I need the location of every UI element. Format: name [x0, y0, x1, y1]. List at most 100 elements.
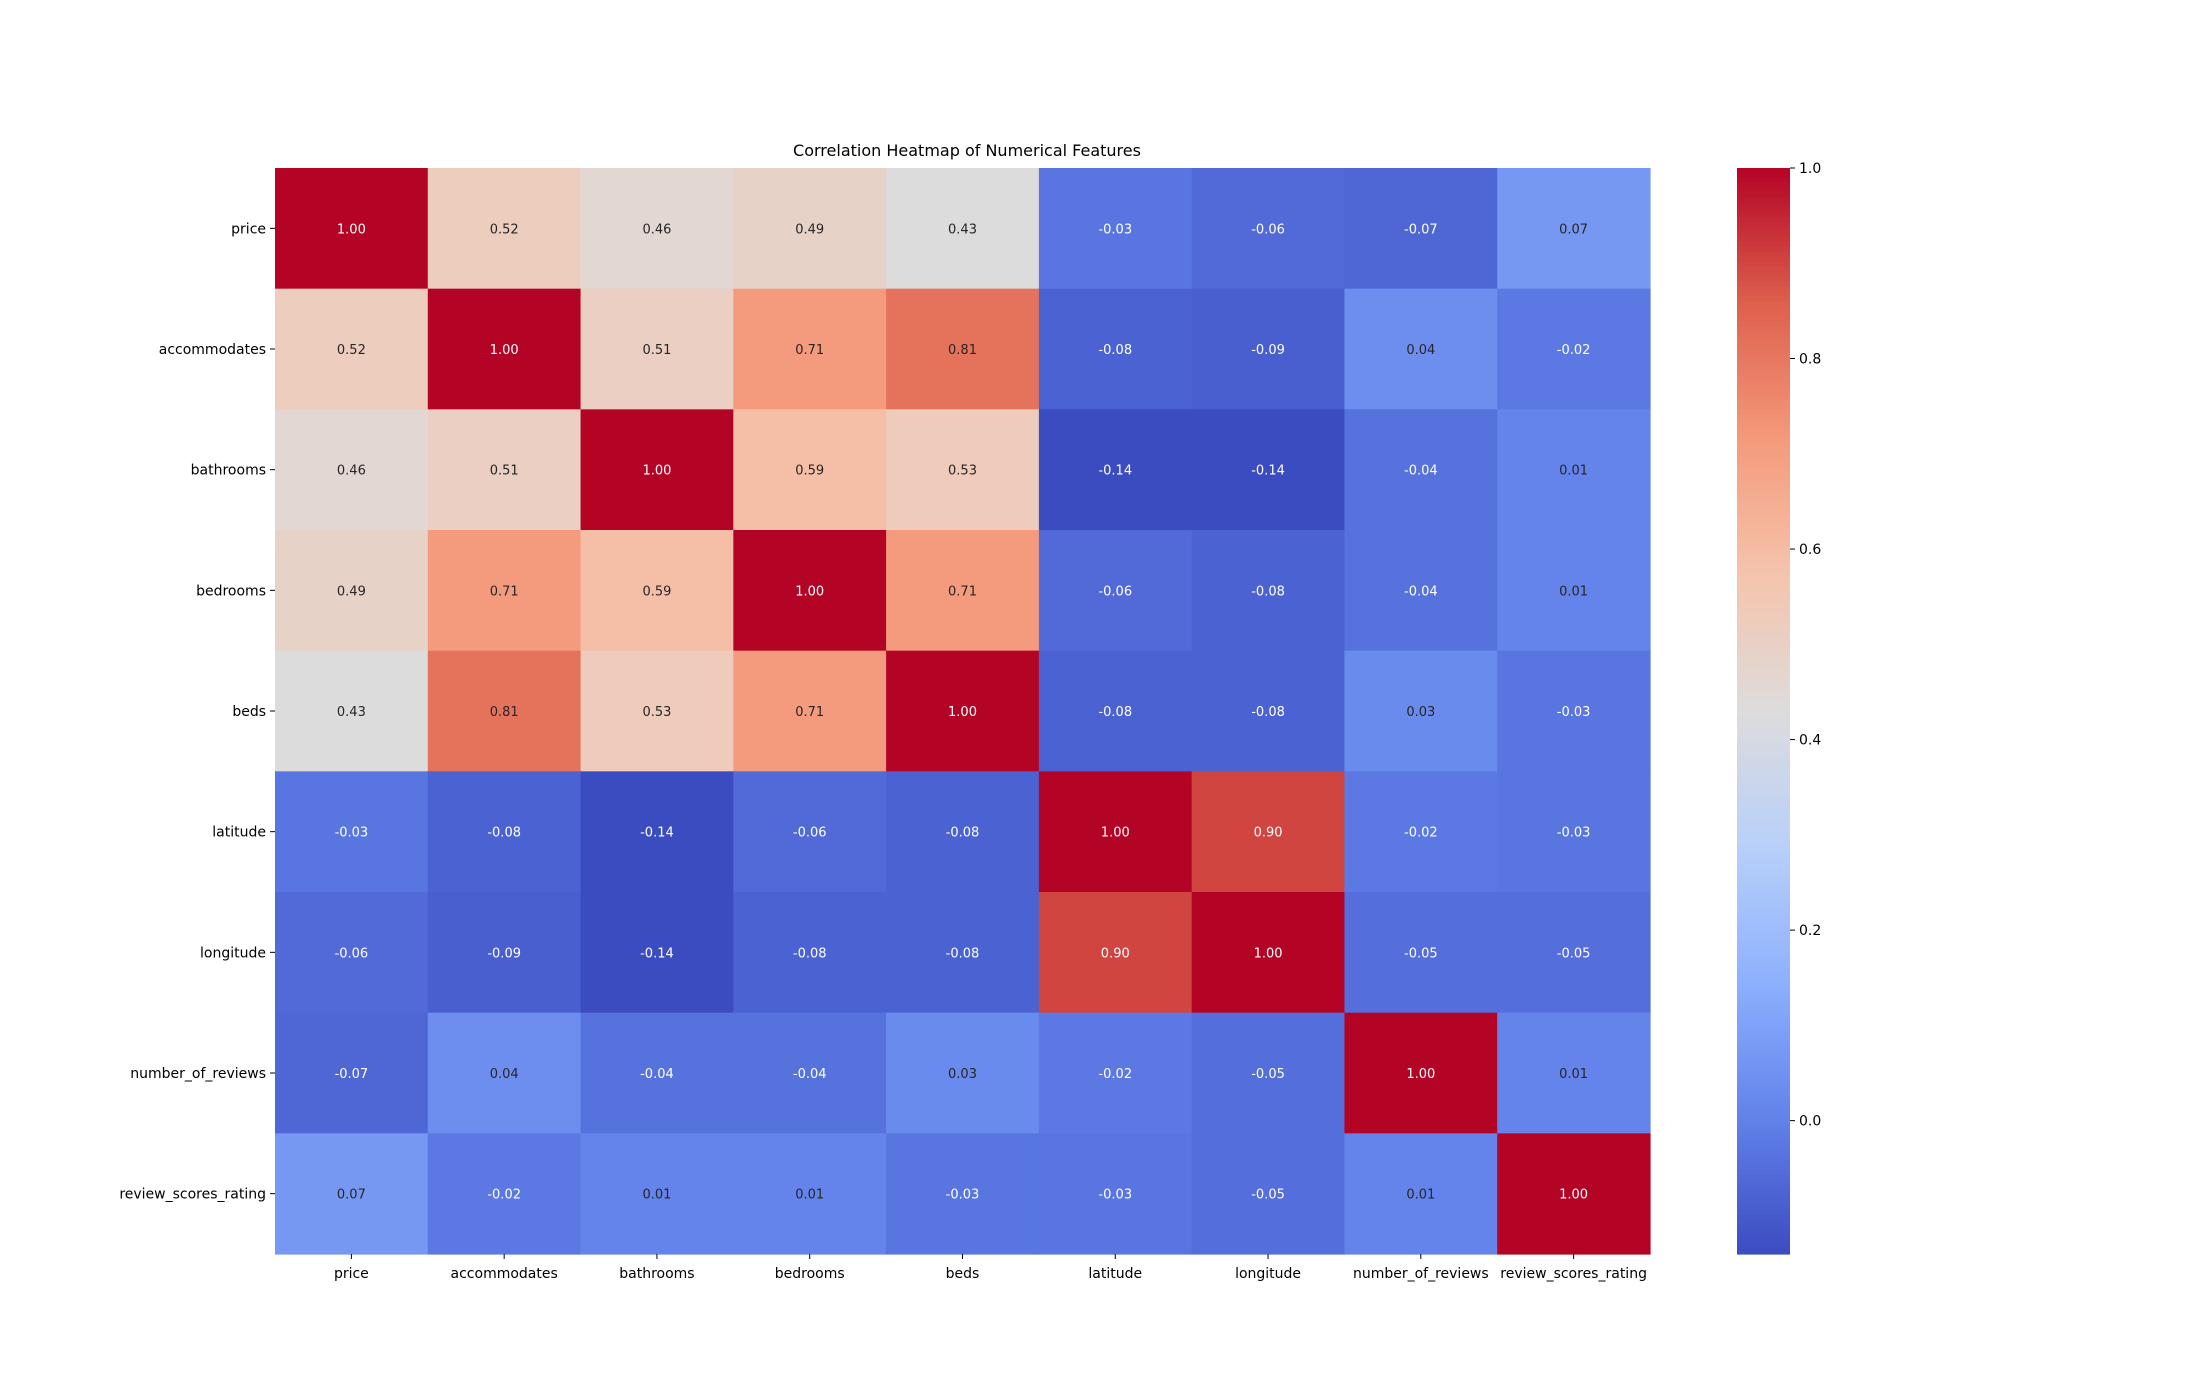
colorbar-segment — [1737, 582, 1790, 589]
colorbar-segment — [1737, 1199, 1790, 1206]
colorbar-segment — [1737, 775, 1790, 781]
colorbar-segment — [1737, 296, 1790, 302]
heatmap-cell-label-1-6: -0.09 — [1251, 343, 1285, 358]
colorbar-segment — [1737, 533, 1790, 539]
colorbar-segment — [1737, 553, 1790, 559]
colorbar-segment — [1737, 395, 1790, 401]
colorbar-segment — [1737, 1066, 1790, 1072]
colorbar-tick-label-0: 0.0 — [1799, 1114, 1821, 1130]
colorbar-segment — [1737, 1150, 1790, 1156]
y-axis-tick-labels: price accommodates bathrooms bedrooms beds la… — [119, 221, 275, 1203]
x-tick-label-bathrooms: bathrooms — [619, 1266, 694, 1282]
colorbar-segment — [1737, 301, 1790, 307]
colorbar-segment — [1737, 671, 1790, 678]
colorbar-segment — [1737, 1007, 1790, 1013]
heatmap-cell-8-1 — [427, 1133, 582, 1255]
colorbar-segment — [1737, 711, 1790, 717]
colorbar-segment — [1737, 888, 1790, 895]
colorbar-segment — [1737, 868, 1790, 875]
heatmap-cell-3-3 — [733, 530, 887, 652]
x-tick-label-accommodates: accommodates — [451, 1266, 558, 1282]
colorbar-segment — [1737, 972, 1790, 979]
heatmap-cell-label-4-4: 1.00 — [948, 705, 977, 720]
colorbar-segment — [1737, 1125, 1790, 1132]
colorbar-segment — [1737, 597, 1790, 603]
colorbar-segment — [1737, 1021, 1790, 1028]
colorbar-segment — [1737, 251, 1790, 258]
heatmap-cell-label-3-6: -0.08 — [1251, 584, 1285, 599]
colorbar-tick-label-3: 0.6 — [1799, 542, 1821, 558]
colorbar-segment — [1737, 266, 1790, 273]
colorbar-segment — [1737, 370, 1790, 376]
heatmap-cell-label-6-0: -0.06 — [335, 946, 369, 961]
chart-title: Correlation Heatmap of Numerical Feature… — [793, 141, 1141, 160]
colorbar-segment — [1737, 755, 1790, 761]
colorbar-segment — [1737, 720, 1790, 727]
heatmap-cell-1-8 — [1497, 288, 1651, 410]
colorbar-segment — [1737, 543, 1790, 549]
heatmap-cell-8-4 — [886, 1133, 1040, 1255]
heatmap-cell-5-0 — [275, 771, 429, 893]
heatmap-cell-7-5 — [1038, 1012, 1193, 1134]
colorbar-segment — [1737, 562, 1790, 569]
heatmap-cell-2-1 — [427, 409, 582, 531]
colorbar-segment — [1737, 612, 1790, 618]
colorbar-segment — [1737, 908, 1790, 914]
colorbar-segment — [1737, 903, 1790, 910]
heatmap-cell-label-1-8: -0.02 — [1557, 343, 1591, 358]
y-tick-label-bedrooms: bedrooms — [196, 583, 266, 599]
y-tick-label-latitude: latitude — [212, 825, 266, 841]
heatmap-cell-0-0 — [275, 168, 429, 290]
colorbar-segment — [1737, 1204, 1790, 1211]
colorbar-segment — [1737, 923, 1790, 929]
colorbar-segment — [1737, 187, 1790, 194]
colorbar-segment — [1737, 1189, 1790, 1196]
colorbar-segment — [1737, 982, 1790, 989]
heatmap-cell-5-7 — [1344, 771, 1498, 893]
colorbar-segment — [1737, 177, 1790, 184]
heatmap-cell-label-1-4: 0.81 — [948, 343, 977, 358]
x-tick-label-longitude: longitude — [1235, 1266, 1301, 1282]
colorbar-segment — [1737, 1249, 1790, 1255]
colorbar-segment — [1737, 1239, 1790, 1245]
colorbar-segment — [1737, 962, 1790, 969]
colorbar-segment — [1737, 350, 1790, 357]
heatmap-cell-label-1-2: 0.51 — [642, 343, 671, 358]
colorbar-segment — [1737, 380, 1790, 386]
colorbar-segment — [1737, 740, 1790, 747]
colorbar-segment — [1737, 607, 1790, 613]
colorbar-segment — [1737, 548, 1790, 554]
colorbar-segment — [1737, 493, 1790, 500]
colorbar-segment — [1737, 681, 1790, 687]
heatmap-cell-5-6 — [1191, 771, 1346, 893]
colorbar-segment — [1737, 735, 1790, 742]
heatmap-cell-label-8-1: -0.02 — [487, 1188, 521, 1203]
colorbar-segment — [1737, 834, 1790, 840]
heatmap-cell-1-0 — [275, 288, 429, 410]
heatmap-cell-4-3 — [733, 650, 887, 772]
colorbar-segment — [1737, 987, 1790, 993]
heatmap-cell-2-8 — [1497, 409, 1651, 531]
colorbar-segment — [1737, 538, 1790, 544]
heatmap-cell-label-4-6: -0.08 — [1251, 705, 1285, 720]
heatmap-cell-label-0-7: -0.07 — [1404, 222, 1438, 237]
heatmap-cell-7-6 — [1191, 1012, 1346, 1134]
heatmap-cell-2-0 — [275, 409, 429, 531]
heatmap-cell-3-4 — [886, 530, 1040, 652]
heatmap-cell-label-5-5: 1.00 — [1101, 826, 1130, 841]
heatmap-cell-0-6 — [1191, 168, 1346, 290]
colorbar-segment — [1737, 686, 1790, 692]
colorbar-segment — [1737, 172, 1790, 179]
colorbar-segment — [1737, 933, 1790, 939]
colorbar-segment — [1737, 400, 1790, 406]
y-tick-label-longitude: longitude — [200, 945, 266, 961]
colorbar-segment — [1737, 1229, 1790, 1235]
colorbar-segment — [1737, 276, 1790, 283]
colorbar-segment — [1737, 829, 1790, 836]
heatmap-cell-3-6 — [1191, 530, 1346, 652]
heatmap-annotations: 1.00 0.52 0.46 0.49 0.43 -0.03 -0.06 -0.07 0.07 0… — [335, 222, 1591, 1202]
colorbar-segment — [1737, 701, 1790, 707]
colorbar-segment — [1737, 1086, 1790, 1092]
colorbar-segment — [1737, 1165, 1790, 1171]
colorbar-segment — [1737, 1120, 1790, 1127]
